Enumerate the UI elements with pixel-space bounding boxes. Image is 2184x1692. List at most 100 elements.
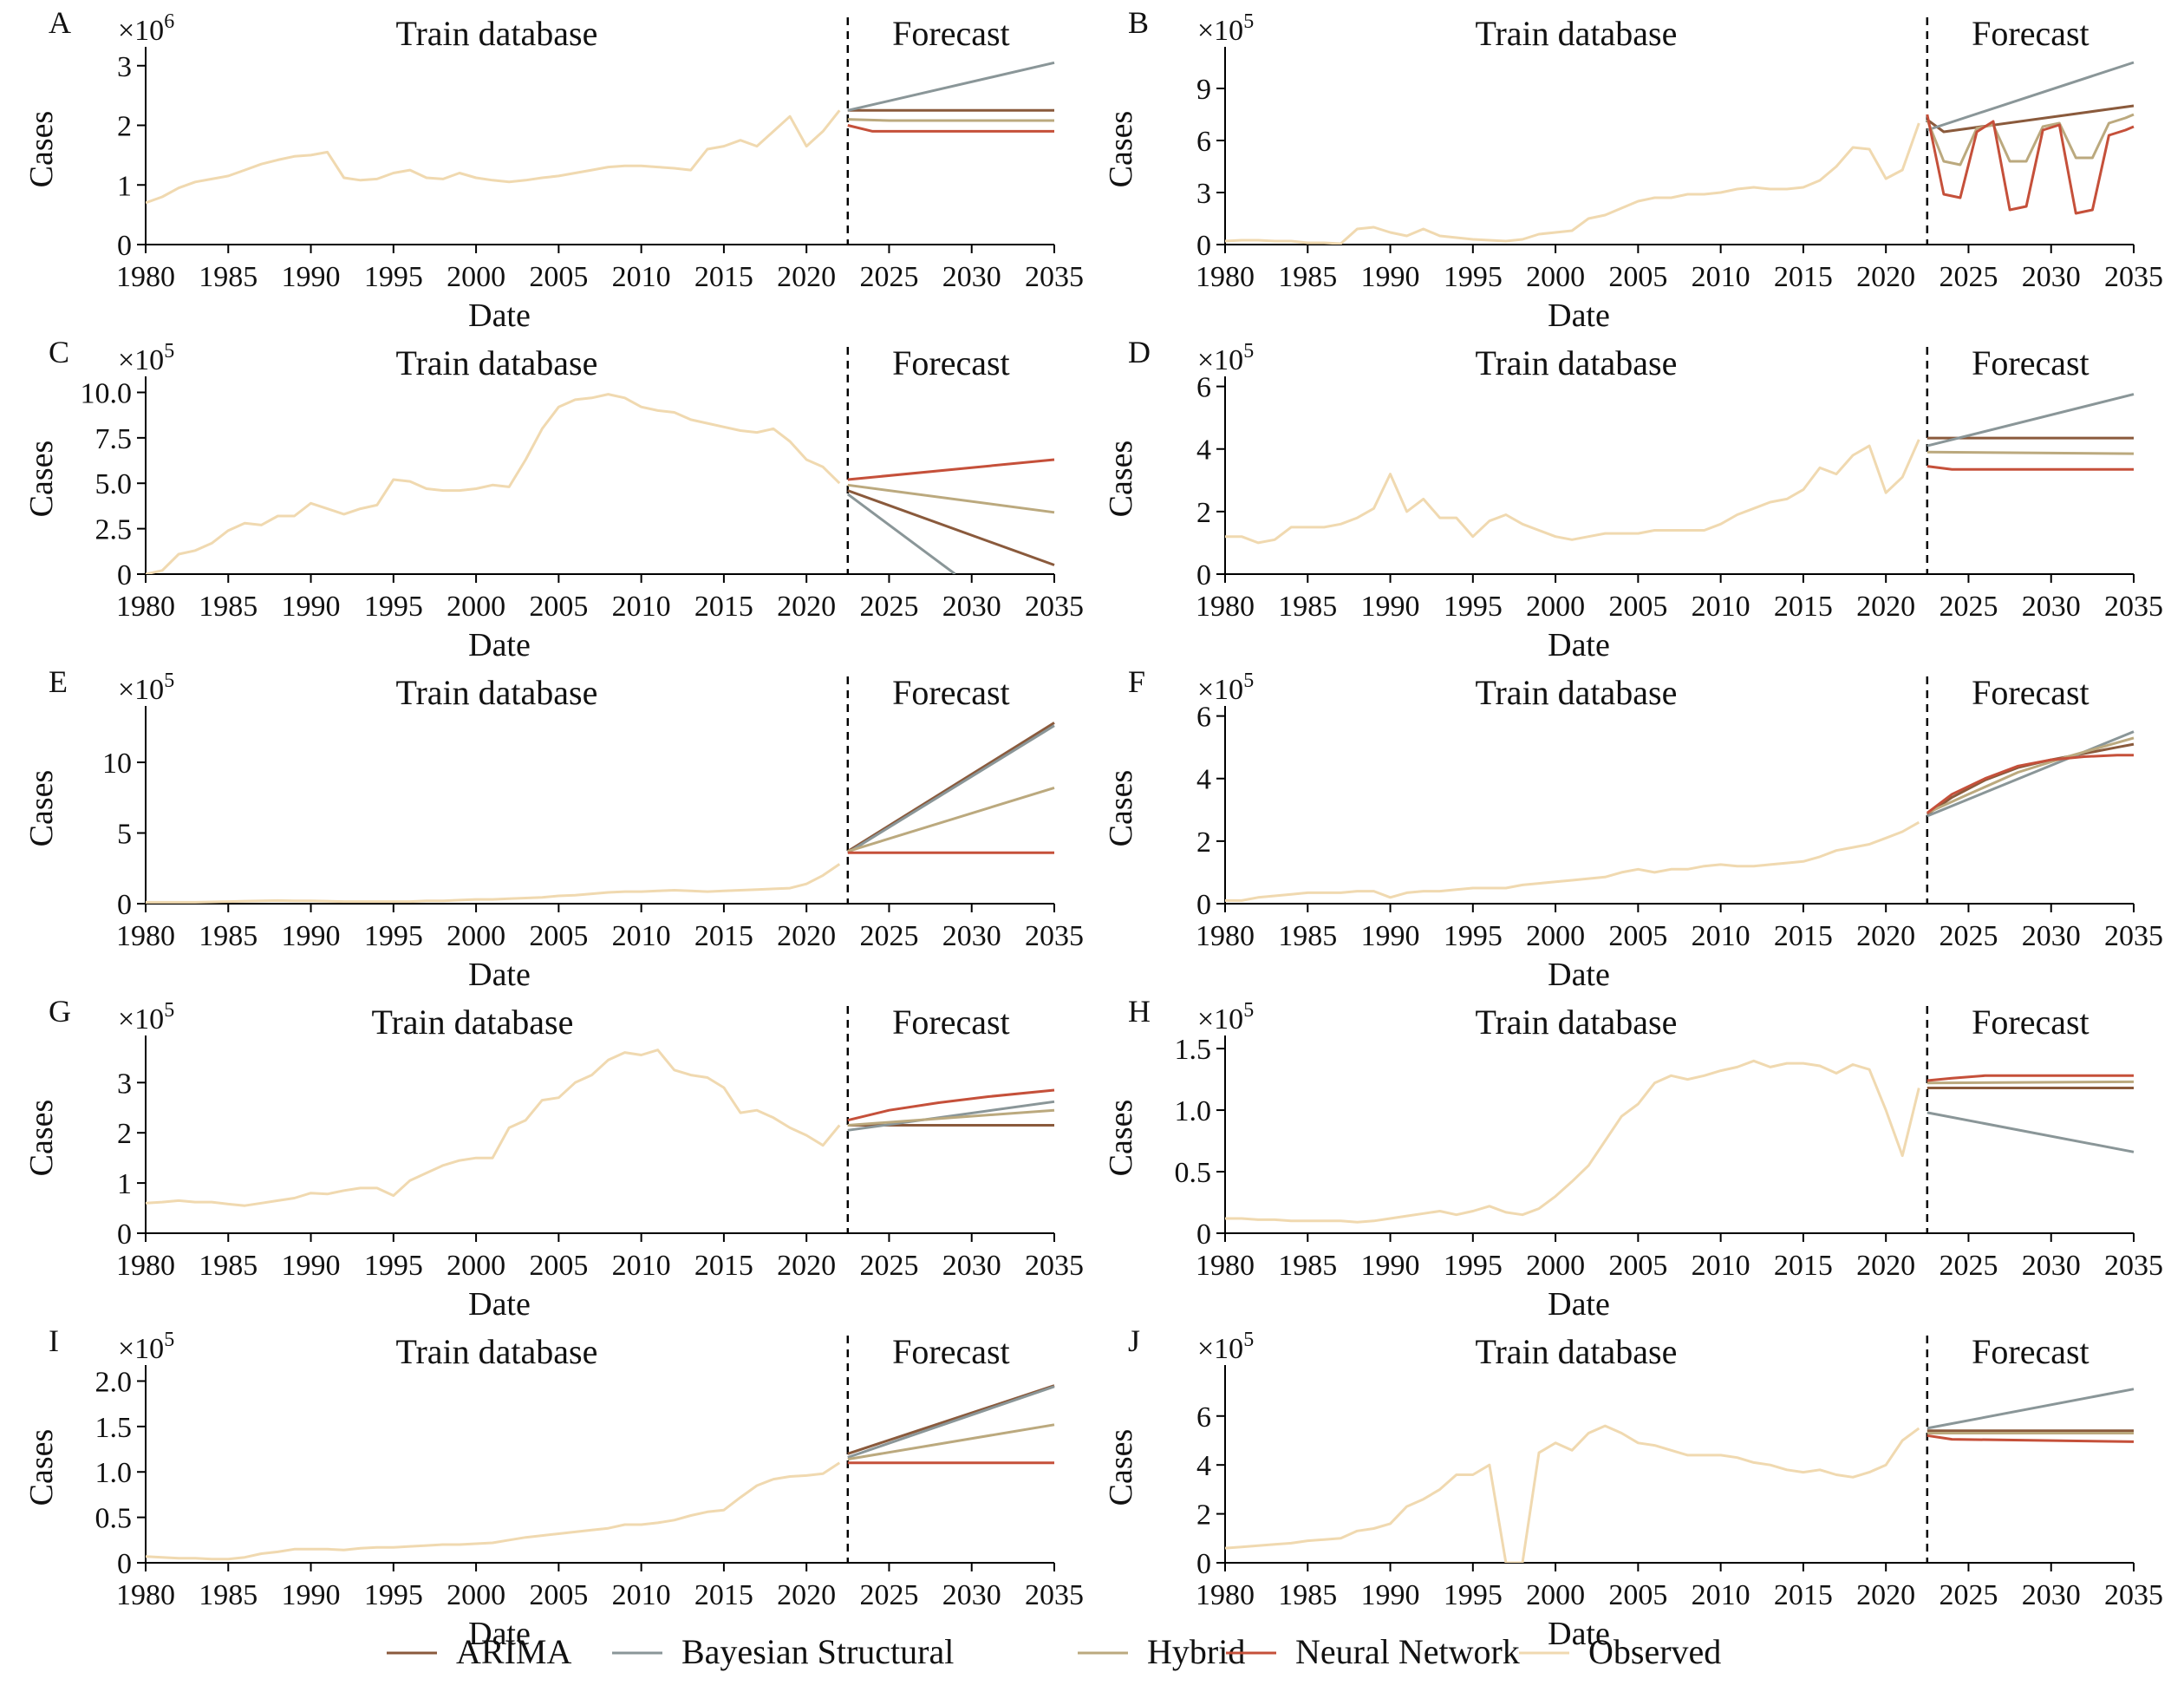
x-tick-label: 2015: [1774, 920, 1833, 952]
y-tick-label: 1.5: [1175, 1034, 1212, 1066]
x-axis-title: Date: [468, 627, 531, 663]
forecast-label: Forecast: [1972, 1003, 2089, 1042]
series-hybrid-line: [847, 1423, 1055, 1461]
x-tick-label: 2015: [694, 261, 753, 293]
series-neural-network-line: [1926, 465, 2134, 471]
y-tick-label: 2.5: [95, 514, 133, 546]
series-observed-line: [146, 393, 841, 574]
x-tick-label: 2035: [2104, 1250, 2163, 1282]
axis-multiplier-exponent: 5: [164, 1329, 174, 1351]
panel-letter: J: [1128, 1323, 1140, 1358]
x-tick-label: 1980: [116, 261, 175, 293]
y-tick-label: 0: [117, 230, 132, 262]
panel-g: G ×105 Train database Forecast 0 1 2 3 1980 1985 1…: [23, 994, 1084, 1323]
x-tick-label: 2005: [1608, 1250, 1667, 1282]
x-tick-label: 2005: [529, 920, 588, 952]
y-axis-title: Cases: [1103, 1429, 1139, 1506]
y-tick-label: 0: [1196, 1548, 1211, 1580]
series-hybrid-line: [1926, 450, 2135, 455]
x-tick-label: 1980: [116, 591, 175, 623]
x-tick-label: 2005: [529, 591, 588, 623]
x-tick-label: 1990: [282, 920, 341, 952]
y-tick-label: 3: [1196, 178, 1211, 210]
legend-label: ARIMA: [456, 1632, 571, 1671]
series-bayesian-structural-line: [847, 61, 1055, 112]
x-tick-label: 2000: [447, 1250, 505, 1282]
x-tick-label: 2015: [694, 591, 753, 623]
legend-item-neural-network: Neural Network: [1226, 1632, 1520, 1671]
x-tick-label: 2000: [447, 1579, 505, 1611]
x-tick-label: 2020: [777, 1250, 836, 1282]
axis-multiplier-base: ×10: [1197, 1003, 1243, 1035]
series-neural-network-line: [1926, 1434, 2135, 1443]
y-tick-label: 6: [1196, 126, 1211, 158]
x-tick-label: 1985: [1278, 1579, 1337, 1611]
x-tick-label: 2020: [1856, 1579, 1915, 1611]
x-tick-label: 2015: [694, 920, 753, 952]
axis-multiplier-base: ×10: [1197, 15, 1243, 47]
y-tick-label: 1.0: [95, 1457, 133, 1489]
x-tick-label: 2030: [942, 1579, 1001, 1611]
y-tick-label: 10.0: [81, 377, 133, 409]
x-tick-label: 2000: [1526, 920, 1585, 952]
y-tick-label: 2: [1196, 1499, 1211, 1532]
x-tick-label: 1980: [116, 1250, 175, 1282]
y-tick-label: 5.0: [95, 468, 133, 500]
x-tick-label: 1995: [364, 591, 423, 623]
x-tick-label: 1995: [1444, 920, 1503, 952]
forecast-label: Forecast: [892, 14, 1010, 53]
y-tick-label: 2: [1196, 497, 1211, 529]
x-tick-label: 2025: [859, 1250, 918, 1282]
axis-multiplier: ×105: [118, 670, 174, 706]
x-tick-label: 2000: [447, 920, 505, 952]
axis-multiplier-exponent: 5: [1243, 340, 1254, 363]
x-tick-label: 2010: [612, 591, 671, 623]
plot-area: [146, 1384, 1055, 1561]
x-tick-label: 2020: [777, 261, 836, 293]
train-database-label: Train database: [1475, 673, 1677, 712]
x-tick-label: 1985: [1278, 261, 1337, 293]
axis-multiplier-exponent: 5: [164, 340, 174, 363]
series-neural-network-line: [847, 124, 1054, 133]
y-tick-label: 0: [117, 889, 132, 921]
axis-multiplier-exponent: 5: [1243, 670, 1254, 692]
x-tick-label: 2035: [2104, 920, 2163, 952]
plot-area: [1225, 1059, 2135, 1224]
x-tick-label: 2030: [942, 261, 1001, 293]
x-tick-label: 2020: [777, 591, 836, 623]
x-tick-label: 2030: [2022, 920, 2081, 952]
x-tick-label: 2035: [1025, 920, 1084, 952]
x-axis-title: Date: [1548, 627, 1610, 663]
y-tick-label: 6: [1196, 1401, 1211, 1434]
axis-multiplier: ×105: [1197, 670, 1254, 706]
panel-letter: E: [49, 664, 68, 699]
axis-multiplier: ×105: [1197, 999, 1254, 1035]
series-observed-line: [1225, 1424, 1920, 1563]
axis-multiplier: ×105: [1197, 1329, 1254, 1365]
x-tick-label: 2030: [942, 1250, 1001, 1282]
axis-multiplier: ×105: [118, 999, 174, 1035]
x-tick-label: 1990: [282, 261, 341, 293]
series-hybrid-line: [847, 786, 1055, 853]
x-tick-label: 1995: [364, 1579, 423, 1611]
x-tick-label: 2015: [1774, 591, 1833, 623]
y-axis-title: Cases: [1103, 111, 1139, 188]
y-tick-label: 7.5: [95, 423, 133, 455]
x-tick-label: 1985: [199, 261, 258, 293]
axis-multiplier-exponent: 6: [164, 10, 174, 33]
legend-item-observed: Observed: [1519, 1632, 1721, 1671]
x-tick-label: 1990: [1361, 920, 1420, 952]
y-tick-label: 5: [117, 819, 132, 851]
series-observed-line: [146, 109, 841, 205]
x-tick-label: 2025: [859, 261, 918, 293]
panel-letter: H: [1128, 994, 1151, 1029]
x-tick-label: 2015: [1774, 1250, 1833, 1282]
train-database-label: Train database: [1475, 343, 1677, 382]
y-tick-label: 0.5: [95, 1503, 133, 1535]
forecast-label: Forecast: [1972, 14, 2089, 53]
panel-letter: G: [49, 994, 71, 1029]
y-axis-title: Cases: [1103, 441, 1139, 518]
x-tick-label: 1995: [364, 1250, 423, 1282]
series-bayesian-structural-line: [1926, 1111, 2135, 1153]
x-tick-label: 2025: [1939, 591, 1998, 623]
